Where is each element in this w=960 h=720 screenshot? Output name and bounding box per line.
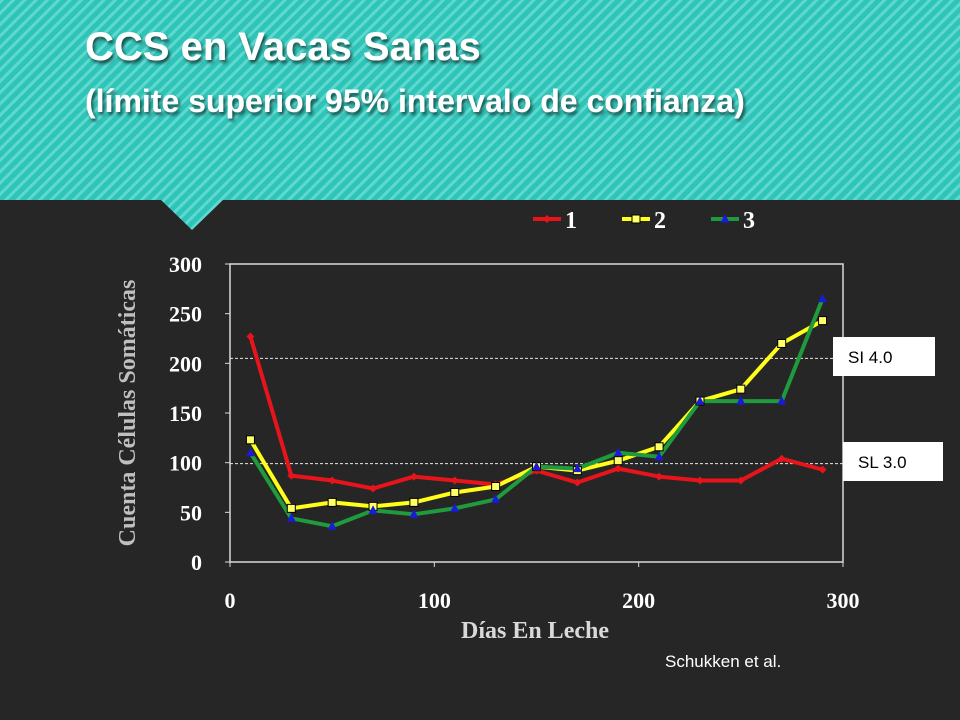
point <box>614 464 623 473</box>
point <box>695 396 705 405</box>
x-tick-label: 300 <box>827 588 860 613</box>
point <box>369 484 378 493</box>
point <box>695 476 704 485</box>
point <box>613 456 623 466</box>
point <box>736 384 746 394</box>
y-tick-label: 0 <box>191 550 202 575</box>
point <box>450 503 460 512</box>
reference-label-box <box>843 442 943 481</box>
point <box>573 478 582 487</box>
point <box>654 442 664 452</box>
x-tick-label: 100 <box>418 588 451 613</box>
point <box>613 447 623 457</box>
reference-label: SL 3.0 <box>858 453 907 472</box>
legend-label: 1 <box>565 208 577 234</box>
reference-label-box <box>833 337 935 376</box>
point <box>450 476 459 485</box>
point <box>409 509 419 518</box>
point <box>245 447 255 457</box>
point <box>736 396 746 405</box>
chart-subtitle: (límite superior 95% intervalo de confia… <box>85 83 745 119</box>
point <box>368 505 378 514</box>
point <box>491 482 501 492</box>
point <box>286 513 296 522</box>
x-tick-label: 0 <box>225 588 236 613</box>
reference-label: SI 4.0 <box>848 348 892 367</box>
legend-label: 3 <box>743 208 755 234</box>
point <box>286 503 296 513</box>
point <box>777 454 786 463</box>
legend-marker <box>631 214 641 224</box>
point <box>777 396 787 405</box>
y-tick-label: 300 <box>169 252 202 277</box>
point <box>409 497 419 507</box>
point <box>655 472 664 481</box>
point <box>450 487 460 497</box>
legend-marker <box>720 214 730 223</box>
point <box>409 472 418 481</box>
legend-label: 2 <box>654 208 666 234</box>
point <box>532 461 541 471</box>
header-notch <box>160 199 224 230</box>
point <box>818 316 828 326</box>
x-axis-label: Días En Leche <box>461 618 609 644</box>
y-tick-label: 250 <box>169 302 202 327</box>
x-tick-label: 200 <box>622 588 655 613</box>
point <box>818 465 827 474</box>
point <box>327 497 337 507</box>
chart-title: CCS en Vacas Sanas <box>85 25 481 69</box>
legend-marker <box>543 215 551 223</box>
header-band <box>0 0 960 200</box>
y-axis-label: Cuenta Células Somáticas <box>115 280 141 547</box>
point <box>654 451 664 461</box>
y-tick-label: 50 <box>180 500 202 525</box>
y-tick-label: 100 <box>169 451 202 476</box>
point <box>327 521 337 530</box>
source-note: Schukken et al. <box>665 652 781 671</box>
y-tick-label: 150 <box>169 401 202 426</box>
point <box>818 293 828 303</box>
point <box>736 476 745 485</box>
point <box>287 471 296 480</box>
point <box>245 435 255 445</box>
point <box>328 476 337 485</box>
point <box>246 332 255 341</box>
point <box>777 338 787 348</box>
y-tick-label: 200 <box>169 351 202 376</box>
point <box>572 463 582 473</box>
point <box>491 494 501 503</box>
